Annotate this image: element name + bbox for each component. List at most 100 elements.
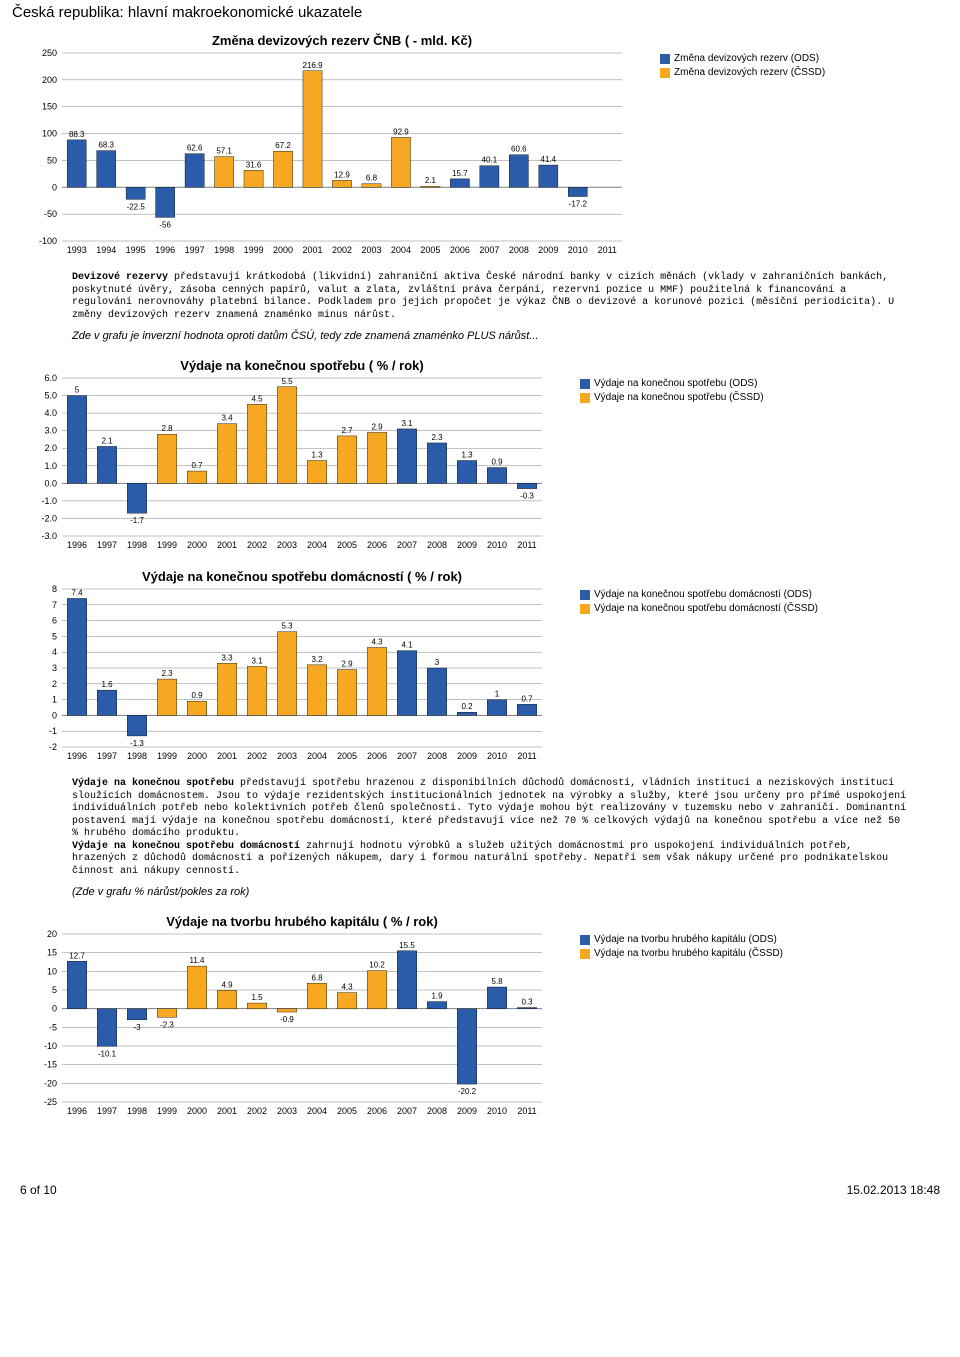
legend-label: Výdaje na tvorbu hrubého kapitálu (ODS)	[594, 934, 777, 946]
svg-text:2011: 2011	[598, 245, 617, 255]
svg-text:2006: 2006	[367, 751, 387, 761]
chart2-block: Výdaje na konečnou spotřebu ( % / rok)-3…	[12, 356, 948, 561]
svg-text:2009: 2009	[538, 245, 558, 255]
svg-text:60.6: 60.6	[511, 145, 527, 154]
chart3-note: (Zde v grafu % nárůst/pokles za rok)	[72, 886, 948, 898]
svg-text:2009: 2009	[457, 751, 477, 761]
legend-item: Výdaje na konečnou spotřebu (ČSSD)	[580, 392, 764, 404]
svg-text:2001: 2001	[303, 245, 323, 255]
svg-text:68.3: 68.3	[98, 141, 114, 150]
svg-text:7.4: 7.4	[71, 588, 83, 597]
svg-text:-1.7: -1.7	[130, 516, 144, 525]
svg-text:2007: 2007	[397, 540, 417, 550]
svg-text:2.0: 2.0	[44, 443, 57, 453]
svg-text:92.9: 92.9	[393, 127, 409, 136]
svg-text:2008: 2008	[509, 245, 529, 255]
chart4-svg-wrap: Výdaje na tvorbu hrubého kapitálu ( % / …	[12, 912, 572, 1127]
svg-text:2003: 2003	[277, 1106, 297, 1116]
svg-text:1998: 1998	[214, 245, 234, 255]
svg-text:5: 5	[52, 631, 57, 641]
svg-text:2010: 2010	[487, 540, 507, 550]
svg-text:-10.1: -10.1	[98, 1049, 117, 1058]
svg-text:2008: 2008	[427, 751, 447, 761]
svg-text:1: 1	[495, 690, 500, 699]
svg-text:2003: 2003	[277, 751, 297, 761]
legend-label: Výdaje na konečnou spotřebu (ČSSD)	[594, 392, 764, 404]
svg-text:-50: -50	[44, 209, 57, 219]
svg-text:3: 3	[52, 663, 57, 673]
svg-text:50: 50	[47, 155, 57, 165]
svg-text:Výdaje na tvorbu hrubého kapit: Výdaje na tvorbu hrubého kapitálu ( % / …	[166, 914, 438, 929]
svg-text:2010: 2010	[487, 1106, 507, 1116]
svg-text:12.7: 12.7	[69, 951, 85, 960]
legend-swatch	[580, 604, 590, 614]
svg-text:2009: 2009	[457, 1106, 477, 1116]
svg-text:2.1: 2.1	[101, 436, 113, 445]
svg-text:2.3: 2.3	[431, 433, 443, 442]
svg-text:0.2: 0.2	[461, 702, 473, 711]
svg-text:6.8: 6.8	[366, 174, 378, 183]
svg-text:2005: 2005	[337, 751, 357, 761]
legend-swatch	[580, 379, 590, 389]
svg-text:0.7: 0.7	[191, 461, 203, 470]
svg-text:3.3: 3.3	[221, 653, 233, 662]
svg-text:2001: 2001	[217, 1106, 237, 1116]
svg-text:4.5: 4.5	[251, 394, 263, 403]
svg-text:2011: 2011	[517, 751, 536, 761]
chart1-legend: Změna devizových rezerv (ODS)Změna deviz…	[660, 31, 825, 81]
page-title: Česká republika: hlavní makroekonomické …	[12, 4, 948, 21]
svg-text:1993: 1993	[67, 245, 87, 255]
legend-item: Výdaje na tvorbu hrubého kapitálu (ČSSD)	[580, 948, 783, 960]
chart4-block: Výdaje na tvorbu hrubého kapitálu ( % / …	[12, 912, 948, 1127]
svg-text:2007: 2007	[479, 245, 499, 255]
svg-text:-2.3: -2.3	[160, 1020, 174, 1029]
legend-label: Výdaje na tvorbu hrubého kapitálu (ČSSD)	[594, 948, 783, 960]
svg-text:1997: 1997	[185, 245, 205, 255]
legend-swatch	[580, 590, 590, 600]
svg-text:3.0: 3.0	[44, 426, 57, 436]
svg-text:4: 4	[52, 647, 57, 657]
svg-text:1997: 1997	[97, 751, 117, 761]
svg-text:2.9: 2.9	[371, 422, 383, 431]
chart1-description: Devizové rezervy představují krátkodobá …	[72, 272, 912, 322]
chart3-svg-wrap: Výdaje na konečnou spotřebu domácností (…	[12, 567, 572, 772]
svg-text:150: 150	[42, 102, 57, 112]
svg-text:57.1: 57.1	[216, 147, 232, 156]
svg-text:8: 8	[52, 584, 57, 594]
legend-item: Změna devizových rezerv (ČSSD)	[660, 67, 825, 79]
svg-text:-2: -2	[49, 742, 57, 752]
svg-text:3.1: 3.1	[251, 656, 263, 665]
chart2-svg-wrap: Výdaje na konečnou spotřebu ( % / rok)-3…	[12, 356, 572, 561]
svg-text:2: 2	[52, 679, 57, 689]
svg-text:88.3: 88.3	[69, 130, 85, 139]
svg-text:5.3: 5.3	[281, 622, 293, 631]
svg-text:-5: -5	[49, 1022, 57, 1032]
svg-text:1995: 1995	[126, 245, 146, 255]
svg-text:4.9: 4.9	[221, 980, 233, 989]
svg-text:1996: 1996	[155, 245, 175, 255]
svg-text:1.6: 1.6	[101, 680, 113, 689]
svg-text:1994: 1994	[96, 245, 116, 255]
legend-swatch	[580, 393, 590, 403]
svg-text:2011: 2011	[517, 540, 536, 550]
legend-swatch	[580, 935, 590, 945]
legend-label: Výdaje na konečnou spotřebu domácností (…	[594, 603, 818, 615]
chart3-description: Výdaje na konečnou spotřebu představují …	[72, 778, 912, 878]
svg-text:0.9: 0.9	[491, 458, 503, 467]
svg-text:-15: -15	[44, 1060, 57, 1070]
svg-text:2010: 2010	[487, 751, 507, 761]
svg-text:-10: -10	[44, 1041, 57, 1051]
svg-text:15: 15	[47, 948, 57, 958]
svg-text:5: 5	[75, 386, 80, 395]
svg-text:12.9: 12.9	[334, 170, 350, 179]
legend-swatch	[660, 68, 670, 78]
svg-text:2004: 2004	[307, 540, 327, 550]
svg-text:1.5: 1.5	[251, 993, 263, 1002]
svg-text:-0.9: -0.9	[280, 1015, 294, 1024]
svg-text:2008: 2008	[427, 1106, 447, 1116]
legend-label: Výdaje na konečnou spotřebu (ODS)	[594, 378, 757, 390]
svg-text:-1.0: -1.0	[41, 496, 57, 506]
svg-text:2006: 2006	[367, 540, 387, 550]
svg-text:0.9: 0.9	[191, 691, 203, 700]
footer-page-num: 6 of 10	[20, 1183, 57, 1197]
